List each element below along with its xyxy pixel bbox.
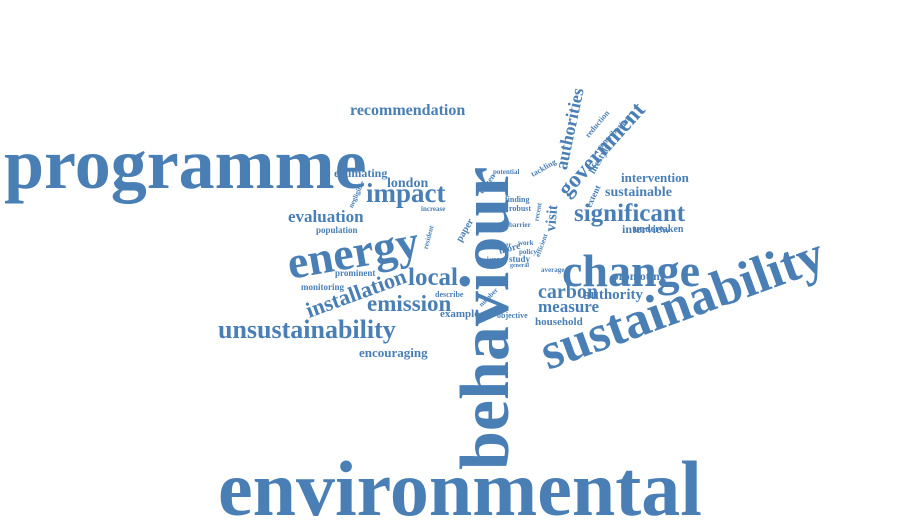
word-prominent: prominent bbox=[335, 267, 376, 278]
word-impact: impact bbox=[366, 178, 446, 209]
word-population: population bbox=[316, 224, 358, 235]
word-finding: finding bbox=[505, 194, 530, 204]
word-officer: officer bbox=[492, 241, 512, 250]
word-policy: policy bbox=[519, 248, 537, 257]
word-robust: robust bbox=[509, 203, 532, 213]
word-monitoring: monitoring bbox=[301, 281, 345, 292]
word-environmental: environmental bbox=[218, 444, 702, 528]
word-household: household bbox=[535, 316, 583, 329]
word-london: london bbox=[387, 175, 429, 191]
word-study: study bbox=[509, 253, 531, 264]
word-work: work bbox=[518, 239, 534, 248]
word-increase: increase bbox=[421, 205, 446, 214]
word-programme: programme bbox=[4, 124, 367, 205]
word-measure: measure bbox=[538, 297, 600, 317]
word-promoting: promoting bbox=[612, 269, 666, 284]
word-objective: objective bbox=[497, 310, 528, 320]
word-efficient: efficient bbox=[533, 233, 550, 259]
word-authority: authority bbox=[583, 287, 643, 303]
word-unsustainability: unsustainability bbox=[218, 315, 396, 345]
word-lamps: lamps bbox=[487, 257, 503, 264]
word-tackling: tackling bbox=[529, 156, 558, 179]
word-change: change bbox=[562, 245, 700, 297]
word-undertaken: undertaken bbox=[634, 224, 684, 235]
word-evaluation: evaluation bbox=[288, 207, 364, 227]
word-describe: describe bbox=[435, 289, 464, 299]
word-example: example bbox=[440, 308, 480, 321]
word-emission: emission bbox=[367, 290, 452, 316]
word-average: average bbox=[541, 266, 565, 275]
word-potential: potential bbox=[493, 168, 520, 177]
word-intervention: intervention bbox=[621, 169, 689, 185]
word-significant: significant bbox=[574, 200, 686, 227]
word-carbon: carbon bbox=[538, 281, 598, 303]
word-interview: interview bbox=[622, 222, 670, 237]
word-estimating: estimating bbox=[334, 166, 388, 181]
word-local: local bbox=[408, 264, 458, 291]
word-encouraging: encouraging bbox=[359, 344, 428, 360]
word-recent: recent bbox=[532, 202, 544, 223]
word-resident: resident bbox=[421, 225, 436, 251]
word-visit: visit bbox=[543, 204, 562, 233]
word-sustainable: sustainable bbox=[605, 184, 672, 200]
word-general: general bbox=[510, 263, 529, 270]
word-recommendation: recommendation bbox=[350, 102, 466, 120]
word-barrier: barrier bbox=[509, 221, 531, 230]
